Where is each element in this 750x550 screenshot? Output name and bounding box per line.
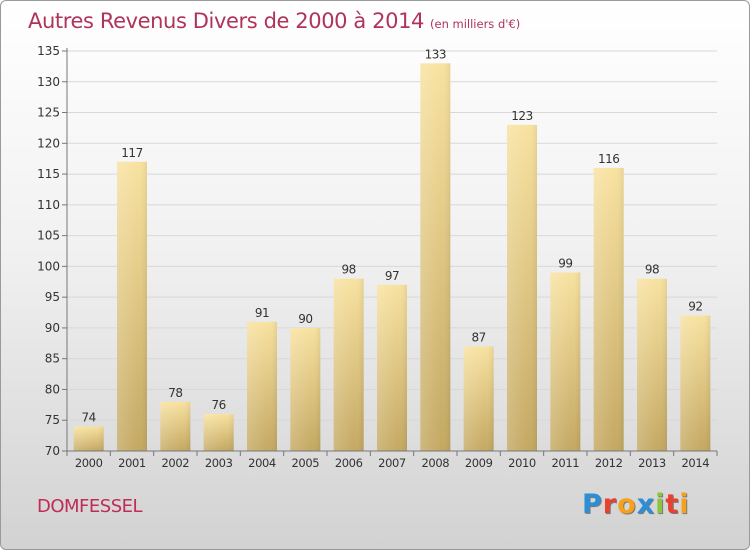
axes: 70 75 80 85 90 95 100 105 110 115 120 125 130 135 2000…: [37, 44, 718, 470]
bar-shade: [333, 278, 364, 451]
y-tick-label: 125: [37, 106, 60, 120]
x-tick-label: 2000: [75, 456, 103, 470]
x-tick-label: 2003: [205, 456, 233, 470]
x-tick-label: 2007: [378, 456, 406, 470]
chart-title: Autres Revenus Divers de 2000 à 2014 (en …: [28, 9, 520, 33]
logo-letter: o: [617, 489, 637, 520]
x-tick-label: 2011: [551, 456, 579, 470]
bars: [73, 63, 711, 452]
x-tick-label: 2013: [638, 456, 666, 470]
y-tick-label: 115: [37, 167, 60, 181]
y-tick-label: 70: [45, 444, 60, 458]
town-name: DOMFESSEL: [37, 496, 143, 517]
y-tick-label: 80: [45, 382, 60, 396]
x-tick-label: 2014: [681, 456, 709, 470]
y-tick-label: 120: [37, 136, 60, 150]
y-tick-label: 105: [37, 229, 60, 243]
data-label: 91: [255, 306, 269, 320]
y-tick-label: 95: [45, 290, 60, 304]
bar-shade: [290, 327, 321, 451]
data-label: 99: [558, 257, 572, 271]
y-tick-label: 110: [37, 198, 60, 212]
data-label: 90: [298, 312, 312, 326]
bar-shade: [463, 346, 494, 451]
logo-letter: i: [655, 489, 666, 520]
data-labels: 74 117 78 76 91 90 98 97 133 87 123 99 116 98 92: [82, 47, 703, 424]
x-tick-label: 2008: [421, 456, 449, 470]
y-tick-label: 85: [45, 352, 60, 366]
data-label: 116: [598, 152, 619, 166]
bar-shade: [637, 278, 667, 451]
logo-letter: P: [582, 489, 603, 520]
x-tick-label: 2012: [595, 456, 623, 470]
x-tick-label: 2002: [161, 456, 189, 470]
bar-shade: [203, 414, 234, 451]
bar-shade: [160, 401, 191, 451]
logo-letter: i: [679, 489, 690, 520]
x-tick-label: 2009: [465, 456, 493, 470]
chart-title-text: Autres Revenus Divers de 2000 à 2014: [28, 9, 425, 33]
data-label: 133: [425, 47, 446, 61]
logo-letter: t: [665, 489, 680, 520]
x-tick-label: 2004: [248, 456, 276, 470]
x-tick-label: 2001: [118, 456, 146, 470]
bar-shade: [550, 272, 581, 451]
bar-shade: [507, 124, 537, 451]
chart-unit: (en milliers d'€): [430, 17, 521, 31]
data-label: 74: [82, 410, 96, 424]
data-label: 78: [168, 386, 182, 400]
bar-shade: [593, 167, 624, 451]
bar-shade: [73, 426, 104, 451]
data-label: 98: [342, 263, 356, 277]
y-tick-label: 90: [45, 321, 60, 335]
x-tick-label: 2006: [335, 456, 363, 470]
data-label: 98: [645, 263, 659, 277]
data-label: 76: [212, 398, 226, 412]
bar-shade: [680, 315, 711, 451]
bar-shade: [117, 161, 147, 451]
bar-shade: [247, 321, 277, 451]
data-label: 117: [121, 146, 142, 160]
x-tick-label: 2010: [508, 456, 536, 470]
x-tick-label: 2005: [291, 456, 319, 470]
data-label: 123: [511, 109, 532, 123]
data-label: 97: [385, 269, 399, 283]
y-tick-label: 100: [37, 259, 60, 273]
data-label: 87: [472, 330, 486, 344]
y-tick-label: 135: [37, 44, 60, 58]
logo-letter: x: [636, 489, 656, 520]
bar-shade: [377, 284, 407, 451]
bar-shade: [420, 63, 451, 452]
logo-letter: r: [602, 489, 618, 520]
y-tick-label: 130: [37, 75, 60, 89]
data-label: 92: [688, 300, 702, 314]
proxiti-logo: Proxiti: [582, 489, 690, 520]
y-tick-label: 75: [45, 413, 60, 427]
